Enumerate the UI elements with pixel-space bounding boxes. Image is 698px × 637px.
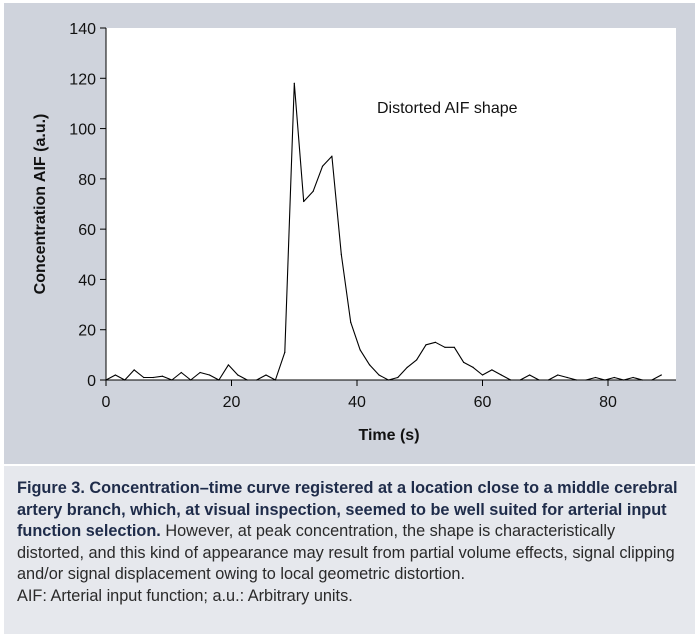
- data-point: [114, 374, 116, 376]
- data-point: [557, 374, 559, 376]
- x-tick-label: 40: [348, 394, 366, 411]
- data-point: [387, 379, 389, 381]
- annotation-distorted-aif: Distorted AIF shape: [377, 100, 518, 117]
- y-tick-label: 120: [69, 71, 96, 88]
- data-point: [500, 374, 502, 376]
- data-point: [576, 379, 578, 381]
- data-point: [444, 346, 446, 348]
- data-point: [397, 376, 399, 379]
- data-point: [331, 155, 333, 157]
- data-point: [529, 374, 531, 376]
- line-chart: 0 20 40 60 80 100 120 140 0 20 40 60 80 Distorted AI…: [32, 21, 676, 444]
- data-point: [491, 369, 493, 371]
- data-point: [481, 374, 484, 376]
- data-point: [350, 321, 352, 323]
- data-point: [566, 376, 568, 379]
- data-point: [585, 379, 587, 381]
- data-point: [303, 200, 305, 203]
- data-point: [152, 376, 154, 379]
- x-tick-label: 0: [102, 394, 111, 411]
- y-tick-label: 80: [78, 172, 96, 189]
- x-tick-label: 80: [599, 394, 617, 411]
- data-point: [519, 379, 521, 381]
- caption-abbreviations: AIF: Arterial input function; a.u.: Arbi…: [17, 586, 353, 605]
- data-point: [641, 379, 644, 381]
- data-point: [369, 364, 371, 366]
- data-point: [190, 379, 192, 381]
- y-tick-label: 40: [78, 272, 96, 289]
- data-point: [124, 379, 126, 381]
- ticks: 0 20 40 60 80 100 120 140 0 20 40 60 80: [69, 21, 617, 411]
- data-point: [284, 351, 286, 353]
- y-tick-label: 100: [69, 122, 96, 139]
- data-point: [453, 346, 455, 348]
- y-tick-label: 60: [78, 222, 96, 239]
- data-point: [406, 366, 408, 368]
- data-point: [312, 190, 314, 192]
- data-point: [265, 374, 267, 376]
- data-point: [161, 375, 164, 377]
- data-point: [218, 379, 220, 381]
- x-tick-label: 60: [474, 394, 492, 411]
- data-point: [180, 371, 182, 374]
- data-points: [105, 82, 662, 381]
- data-point: [613, 376, 615, 379]
- data-point: [472, 366, 474, 368]
- data-point: [660, 374, 662, 376]
- x-tick-label: 20: [223, 394, 241, 411]
- data-point: [340, 253, 342, 255]
- data-point: [651, 379, 653, 381]
- data-point: [256, 379, 258, 381]
- data-point: [547, 379, 550, 381]
- data-point: [510, 379, 512, 381]
- data-point: [105, 379, 107, 381]
- data-point: [623, 379, 625, 381]
- data-point: [632, 376, 634, 379]
- figure-panel: 0 20 40 60 80 100 120 140 0 20 40 60 80 Distorted AI…: [4, 3, 695, 464]
- data-point: [538, 379, 540, 381]
- data-point: [359, 349, 361, 351]
- caption-body: Figure 3. Concentration–time curve regis…: [17, 478, 681, 586]
- data-point: [208, 374, 211, 376]
- data-point: [143, 376, 145, 379]
- data-point: [425, 344, 427, 346]
- x-axis-title: Time (s): [358, 427, 419, 444]
- data-point: [463, 361, 465, 363]
- y-tick-label: 0: [87, 373, 96, 390]
- data-point: [133, 369, 135, 371]
- data-point: [293, 82, 295, 84]
- data-point: [604, 379, 606, 381]
- y-tick-label: 140: [69, 21, 96, 38]
- plot-area: [106, 28, 676, 380]
- data-point: [171, 379, 173, 381]
- figure-caption: Figure 3. Concentration–time curve regis…: [4, 466, 695, 634]
- data-point: [199, 371, 201, 374]
- y-tick-label: 20: [78, 323, 96, 340]
- data-point: [594, 376, 597, 379]
- data-point: [378, 374, 380, 376]
- data-point: [227, 364, 229, 366]
- data-point: [237, 374, 239, 376]
- aif-curve-line: [105, 82, 662, 381]
- y-axis-title: Concentration AIF (a.u.): [32, 114, 49, 295]
- data-point: [416, 359, 418, 361]
- caption-text: However, at peak concentration, the shap…: [17, 522, 675, 583]
- data-point: [246, 379, 248, 381]
- data-point: [274, 379, 276, 381]
- data-point: [321, 165, 324, 167]
- caption-title: Figure 3. Concentration–time curve regis…: [17, 479, 678, 540]
- data-point: [434, 341, 436, 343]
